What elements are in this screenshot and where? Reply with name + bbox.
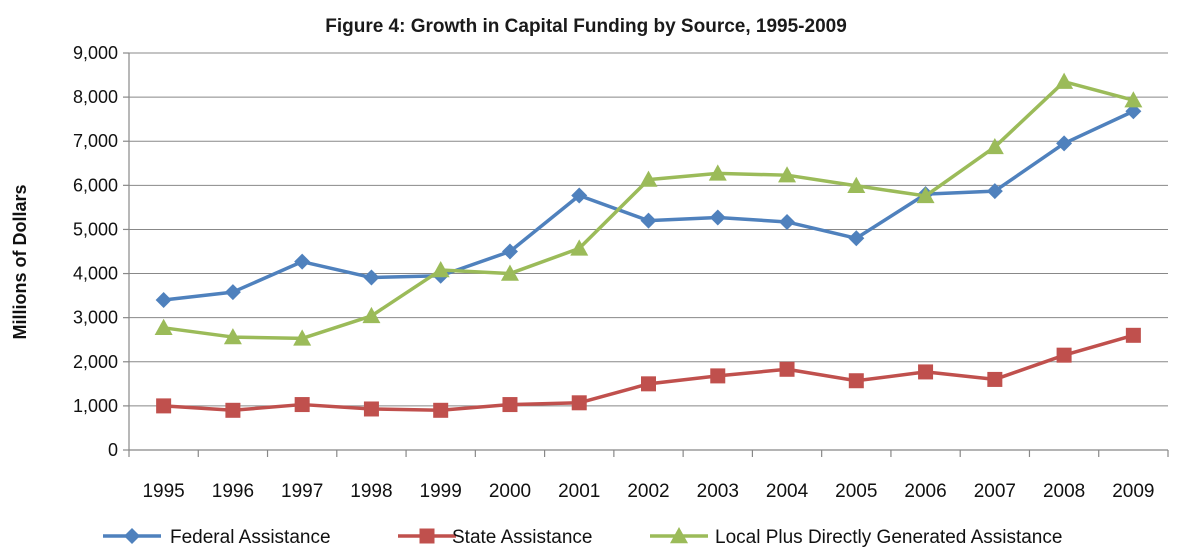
x-tick-label: 2001 <box>558 481 600 502</box>
data-point <box>1125 327 1141 343</box>
data-point <box>710 368 726 384</box>
series-lines <box>154 72 1143 418</box>
y-tick-label: 2,000 <box>73 352 118 372</box>
data-point <box>223 328 242 345</box>
series-line <box>163 109 1135 302</box>
data-point <box>709 209 726 226</box>
x-tick-label: 1995 <box>142 481 184 502</box>
data-point <box>294 397 310 413</box>
x-tick-label: 2007 <box>974 481 1016 502</box>
series-triangle <box>154 72 1143 346</box>
x-tick-label: 1998 <box>350 481 392 502</box>
data-point <box>224 284 241 301</box>
x-tick-label: 1997 <box>281 481 323 502</box>
y-tick-label: 1,000 <box>73 396 118 416</box>
legend-item: Federal Assistance <box>103 527 331 548</box>
legend-marker <box>124 528 140 544</box>
chart-title: Figure 4: Growth in Capital Funding by S… <box>325 16 847 37</box>
data-point <box>500 264 519 281</box>
series-line <box>163 79 1134 341</box>
y-tick-label: 3,000 <box>73 308 118 328</box>
legend-marker <box>670 527 688 544</box>
data-point <box>640 212 657 229</box>
legend-item: Local Plus Directly Generated Assistance <box>650 527 1062 548</box>
y-tick-label: 7,000 <box>73 131 118 151</box>
data-point <box>225 402 241 418</box>
x-tick-label: 2004 <box>766 481 809 502</box>
data-point <box>571 187 588 204</box>
data-point <box>1056 135 1073 152</box>
data-point <box>641 376 656 392</box>
series-square <box>156 327 1141 418</box>
data-point <box>294 253 311 270</box>
x-tick-label: 2003 <box>697 481 739 502</box>
series-diamond <box>155 103 1142 309</box>
data-point <box>156 398 172 414</box>
y-tick-label: 6,000 <box>73 175 118 195</box>
legend-label: Federal Assistance <box>170 527 331 548</box>
data-point <box>362 306 381 324</box>
y-tick-label: 5,000 <box>73 219 118 239</box>
data-point <box>848 373 864 389</box>
data-point <box>986 183 1003 200</box>
data-point <box>155 292 172 309</box>
data-point <box>502 397 518 413</box>
data-point <box>501 243 518 260</box>
data-point <box>431 261 450 278</box>
gridlines <box>129 52 1168 407</box>
data-point <box>293 329 312 346</box>
y-tick-label: 0 <box>108 440 118 460</box>
x-tick-label: 2009 <box>1112 481 1154 502</box>
x-tick-label: 2005 <box>835 481 877 502</box>
data-point <box>918 364 934 380</box>
x-tick-label: 2000 <box>489 481 531 502</box>
data-point <box>916 186 935 204</box>
legend-label: State Assistance <box>452 527 592 548</box>
data-point <box>1124 91 1143 108</box>
data-point <box>987 371 1003 387</box>
axes: 0 1,000 2,000 3,000 4,000 5,000 6,000 7,000 8,00… <box>73 43 1169 502</box>
legend-marker <box>419 528 435 544</box>
data-point <box>848 230 865 247</box>
y-axis-label: Millions of Dollars <box>10 184 30 339</box>
legend-label: Local Plus Directly Generated Assistance <box>715 527 1062 548</box>
legend-item: State Assistance <box>398 527 592 548</box>
y-tick-label: 4,000 <box>73 264 118 284</box>
legend: Federal Assistance State Assistance Local … <box>103 527 1062 548</box>
data-point <box>778 166 797 183</box>
data-point <box>847 176 866 193</box>
data-point <box>1056 347 1072 363</box>
x-tick-label: 1999 <box>420 481 462 502</box>
x-tick-label: 2002 <box>627 481 669 502</box>
data-point <box>433 402 449 418</box>
data-point <box>779 213 796 230</box>
data-point <box>570 239 589 256</box>
data-point <box>779 361 795 377</box>
data-point <box>1055 72 1074 89</box>
data-point <box>639 170 658 187</box>
x-tick-label: 2006 <box>904 481 946 502</box>
data-point <box>363 401 379 417</box>
y-tick-label: 9,000 <box>73 43 118 63</box>
data-point <box>571 395 587 411</box>
data-point <box>985 137 1004 155</box>
data-point <box>708 164 727 181</box>
data-point <box>154 318 173 336</box>
y-tick-label: 8,000 <box>73 87 118 107</box>
data-point <box>363 269 380 286</box>
x-tick-label: 2008 <box>1043 481 1085 502</box>
x-tick-label: 1996 <box>212 481 254 502</box>
